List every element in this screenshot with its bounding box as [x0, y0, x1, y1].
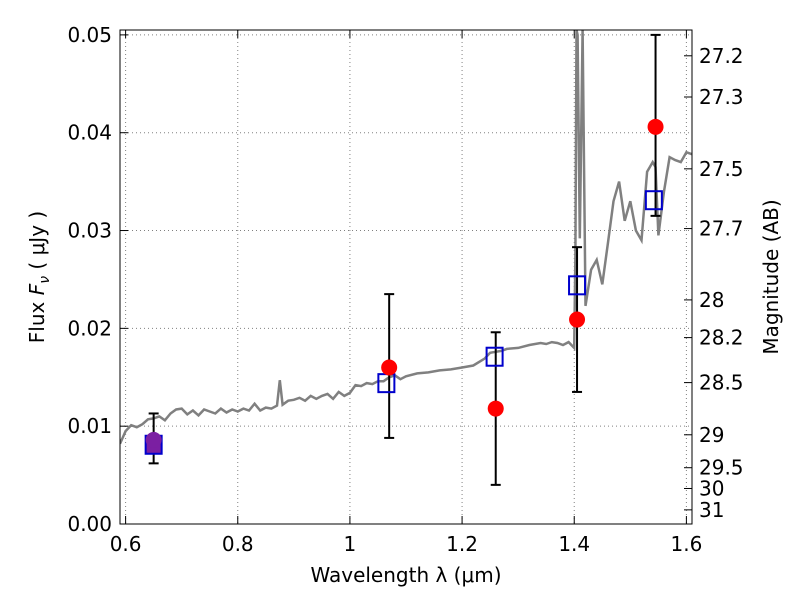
x-tick-label: 1.2: [446, 532, 478, 556]
y-tick-label: 0.00: [67, 512, 112, 536]
spectrum-layer: [120, 30, 692, 445]
x-tick-label: 0.8: [222, 532, 254, 556]
y-axis-label-symbol: F: [25, 283, 49, 295]
y-tick-label: 0.02: [67, 316, 112, 340]
magnitude-tick-label: 29: [699, 423, 724, 447]
y-tick-label: 0.01: [67, 414, 112, 438]
magnitude-tick-label: 27.3: [699, 85, 744, 109]
grid-lines: [120, 30, 692, 525]
magnitude-tick-label: 28: [699, 288, 724, 312]
y-axis-label-subscript: ν: [37, 276, 53, 284]
y-axis-label-text: Flux: [25, 301, 49, 343]
y-tick-label: 0.04: [67, 121, 112, 145]
y-tick-label: 0.03: [67, 219, 112, 243]
x-tick-label: 0.6: [110, 532, 142, 556]
x-tick-label: 1.6: [670, 532, 702, 556]
plot-frame: [119, 29, 693, 525]
observed-point: [569, 311, 586, 328]
magnitude-tick-label: 29.5: [699, 456, 744, 480]
spectrum-line: [120, 30, 692, 445]
y-tick-label: 0.05: [67, 23, 112, 47]
magnitude-tick-label: 28.5: [699, 371, 744, 395]
observed-point: [647, 118, 664, 135]
x-axis-label: Wavelength λ (μm): [310, 563, 501, 587]
axis-ticks: 0.6 0.8 1 1.2 1.4 1.6 0.00 0.01 0.02 0.03 0.04 0.05…: [67, 23, 743, 556]
model-square: [644, 190, 663, 211]
magnitude-tick-label: 27.5: [699, 157, 744, 181]
magnitude-tick-label: 27.2: [699, 44, 744, 68]
x-tick-label: 1: [344, 532, 357, 556]
y-axis-label-unit: ( μJy ): [25, 211, 49, 270]
right-axis-label: Magnitude (AB): [759, 199, 783, 354]
observed-point: [145, 431, 162, 448]
model-square: [485, 346, 504, 367]
magnitude-tick-label: 30: [699, 476, 724, 500]
observed-point: [487, 400, 504, 417]
y-axis-label: Flux Fν ( μJy ): [25, 211, 54, 343]
magnitude-tick-label: 28.2: [699, 326, 744, 350]
x-tick-label: 1.4: [558, 532, 590, 556]
magnitude-tick-label: 27.7: [699, 217, 744, 241]
observed-points-layer: [145, 118, 664, 448]
observed-point: [381, 359, 398, 376]
magnitude-tick-label: 31: [699, 498, 724, 522]
model-square: [568, 275, 587, 296]
